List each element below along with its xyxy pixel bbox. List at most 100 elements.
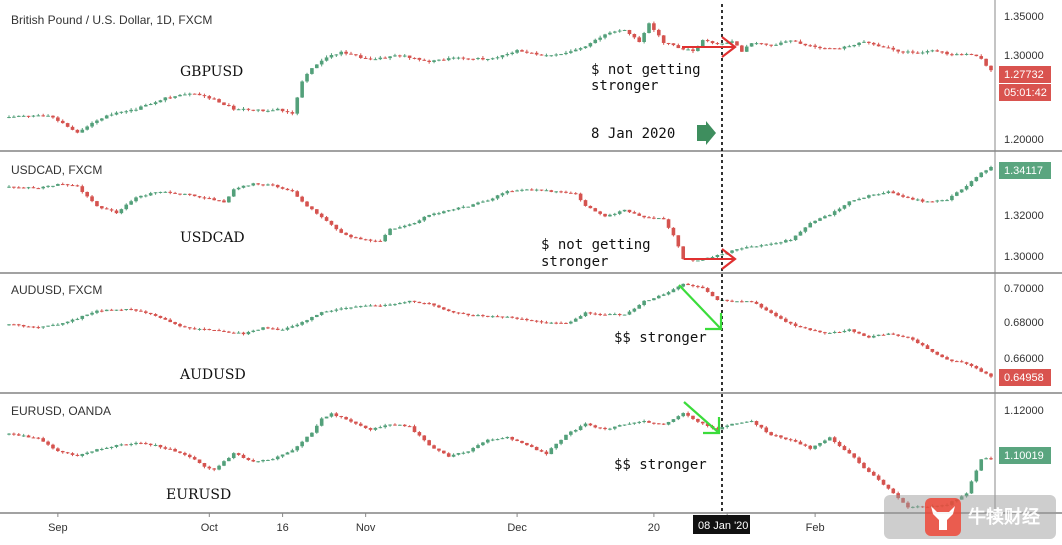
candle-body: [700, 286, 705, 289]
candle-body: [857, 331, 861, 334]
candle-body: [525, 51, 529, 53]
candle-body: [319, 418, 324, 426]
candle-body: [583, 312, 588, 317]
candle-body: [192, 457, 197, 460]
candle-body: [823, 216, 827, 219]
candle-body: [749, 421, 754, 423]
candle-body: [85, 314, 89, 316]
candle-body: [246, 185, 251, 187]
candle-body: [437, 59, 441, 61]
candle-body: [471, 315, 475, 317]
candle-body: [109, 114, 114, 116]
candle-body: [36, 115, 41, 117]
candle-body: [852, 453, 857, 458]
candle-body: [696, 260, 700, 262]
candle-body: [153, 102, 158, 105]
candle-body: [153, 192, 158, 194]
candle-body: [446, 309, 451, 312]
candle-body: [886, 333, 891, 335]
candle-body: [26, 115, 31, 117]
candle-body: [7, 186, 11, 188]
candle-body: [241, 108, 246, 110]
candle-body: [158, 315, 163, 318]
candle-body: [398, 303, 402, 305]
candle-body: [920, 506, 925, 508]
candle-body: [75, 129, 80, 133]
candle-body: [764, 427, 769, 433]
candle-body: [456, 312, 461, 314]
candle-body: [114, 309, 119, 311]
eurusd-last-price: 1.10019: [1004, 450, 1044, 462]
candle-body: [46, 325, 50, 327]
candle-body: [485, 439, 490, 443]
candle-body: [583, 46, 588, 49]
candle-body: [515, 190, 519, 192]
candle-body: [388, 56, 392, 59]
candle-body: [90, 451, 94, 453]
candle-body: [417, 301, 422, 304]
candle-body: [959, 361, 964, 363]
candle-body: [505, 436, 510, 439]
candle-body: [696, 418, 700, 422]
candle-body: [363, 425, 368, 429]
candle-body: [41, 186, 45, 189]
candle-body: [236, 109, 241, 111]
candle-body: [148, 443, 153, 446]
y-tick: 0.68000: [1004, 317, 1044, 329]
candle-body: [647, 217, 651, 219]
candle-body: [231, 189, 236, 197]
candle-body: [647, 300, 651, 302]
candle-body: [876, 475, 881, 480]
candle-body: [759, 424, 764, 428]
candle-body: [720, 43, 725, 45]
candle-body: [539, 450, 544, 452]
candle-body: [798, 41, 803, 44]
candle-body: [705, 40, 710, 42]
candle-body: [749, 43, 754, 47]
candle-body: [881, 46, 886, 48]
candle-body: [246, 331, 251, 335]
candle-body: [725, 299, 729, 301]
candle-body: [41, 438, 45, 442]
candle-body: [940, 354, 944, 358]
candle-body: [26, 326, 31, 328]
candle-body: [197, 459, 202, 464]
candle-body: [784, 437, 788, 440]
candle-body: [319, 312, 324, 315]
candle-body: [12, 433, 16, 435]
candle-body: [100, 448, 104, 450]
candle-body: [427, 440, 431, 446]
candle-body: [324, 416, 329, 419]
candle-body: [730, 300, 734, 302]
candle-body: [383, 234, 387, 242]
candle-body: [31, 187, 36, 189]
candle-body: [720, 254, 725, 256]
candle-body: [217, 330, 221, 332]
candle-body: [759, 245, 764, 247]
candle-body: [715, 43, 720, 45]
candle-body: [46, 185, 50, 187]
candle-body: [407, 224, 412, 226]
candle-body: [168, 319, 173, 323]
candle-body: [178, 94, 182, 97]
candle-body: [886, 47, 891, 49]
candle-body: [505, 316, 510, 318]
candle-body: [344, 51, 348, 54]
candle-body: [481, 58, 485, 60]
candle-body: [158, 191, 163, 193]
candle-body: [578, 316, 583, 319]
candle-body: [798, 441, 803, 445]
candle-body: [647, 421, 651, 423]
eur-annotation: $$ stronger: [614, 457, 707, 473]
candle-body: [588, 205, 593, 209]
candle-body: [481, 442, 485, 446]
candle-body: [666, 292, 671, 295]
candle-body: [16, 187, 21, 189]
candle-body: [65, 184, 70, 186]
candle-body: [402, 225, 407, 228]
candle-body: [471, 448, 475, 452]
candle-body: [16, 115, 21, 117]
candle-body: [290, 112, 295, 114]
candle-body: [412, 57, 417, 59]
